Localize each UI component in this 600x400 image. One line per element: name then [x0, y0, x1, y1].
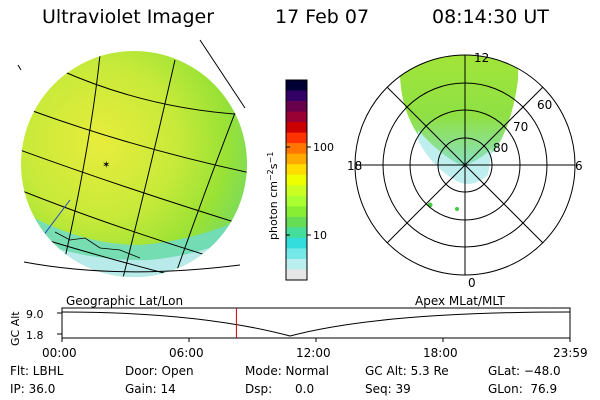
colorbar-segment [286, 132, 307, 144]
colorbar-segment [286, 195, 307, 207]
alt-axis-label: GC Alt [9, 311, 22, 346]
colorbar-segment [286, 185, 307, 197]
globe-caption: Geographic Lat/Lon [66, 294, 183, 308]
mlat-label-70: 70 [513, 120, 528, 134]
colorbar-segment [286, 90, 307, 102]
colorbar-segment [286, 216, 307, 228]
mlt-label-12: 12 [474, 51, 489, 65]
colorbar-segment [286, 227, 307, 239]
gain-status: Gain: 14 [125, 382, 176, 396]
time-tick-1800: 18:00 [423, 346, 458, 360]
mlt-label-18: 18 [347, 159, 362, 173]
status-row-1: Flt: LBHL Door: Open Mode: Normal GC Alt… [0, 364, 600, 380]
mlt-label-0: 0 [468, 276, 476, 290]
alt-tick-low: 1.8 [26, 329, 44, 342]
polar-plot: 12 18 6 0 60 70 80 [347, 51, 583, 290]
seq-status: Seq: 39 [365, 382, 411, 396]
time-tick-0600: 06:00 [169, 346, 204, 360]
colorbar-segment [286, 122, 307, 134]
colorbar-segment [286, 248, 307, 260]
mlt-label-6: 6 [575, 159, 583, 173]
mlat-label-60: 60 [537, 98, 552, 112]
polar-caption: Apex MLat/MLT [415, 294, 505, 308]
colorbar [285, 79, 308, 281]
instrument-title: Ultraviolet Imager [42, 6, 215, 28]
time-tick-1200: 12:00 [296, 346, 331, 360]
ip-status: IP: 36.0 [10, 382, 56, 396]
glon-status: GLon: 76.9 [488, 382, 558, 396]
date-label: 17 Feb 07 [275, 6, 370, 28]
alt-tick-high: 9.0 [26, 308, 44, 321]
colorbar-segment [286, 258, 307, 271]
colorbar-frame [285, 79, 308, 281]
mode-status: Mode: Normal [245, 364, 329, 378]
time-label: 08:14:30 UT [432, 6, 549, 28]
header-bar: Ultraviolet Imager 17 Feb 07 08:14:30 UT [0, 6, 600, 32]
colorbar-segment [286, 237, 307, 250]
door-status: Door: Open [125, 364, 194, 378]
colorbar-segment [286, 206, 307, 218]
mlat-label-80: 80 [493, 141, 508, 155]
globe-image: ✶ [17, 39, 247, 277]
colorbar-segment [286, 143, 307, 155]
glat-status: GLat: −48.0 [488, 364, 561, 378]
svg-text:✶: ✶ [102, 160, 110, 171]
time-tick-0000: 00:00 [42, 346, 77, 360]
time-tick-2359: 23:59 [553, 346, 588, 360]
colorbar-segment [286, 164, 307, 176]
colorbar-ticks [286, 146, 311, 236]
dsp-status: Dsp: 0.0 [245, 382, 315, 396]
colorbar-segment [286, 80, 307, 92]
filter-status: Flt: LBHL [10, 364, 64, 378]
colorbar-tick-10: 10 [313, 229, 327, 242]
gc-alt-status: GC Alt: 5.3 Re [365, 364, 449, 378]
colorbar-segment [286, 269, 307, 281]
colorbar-segment [286, 174, 307, 186]
status-row-2: IP: 36.0 Gain: 14 Dsp: 0.0 Seq: 39 GLon:… [0, 382, 600, 398]
colorbar-segment [286, 101, 307, 113]
colorbar-segment [286, 153, 307, 165]
altitude-plot: 9.0 1.8 GC Alt [9, 307, 571, 346]
colorbar-segment [286, 111, 307, 123]
colorbar-unit-label: photon cm−2s−1 [266, 152, 280, 240]
colorbar-tick-100: 100 [313, 141, 334, 154]
